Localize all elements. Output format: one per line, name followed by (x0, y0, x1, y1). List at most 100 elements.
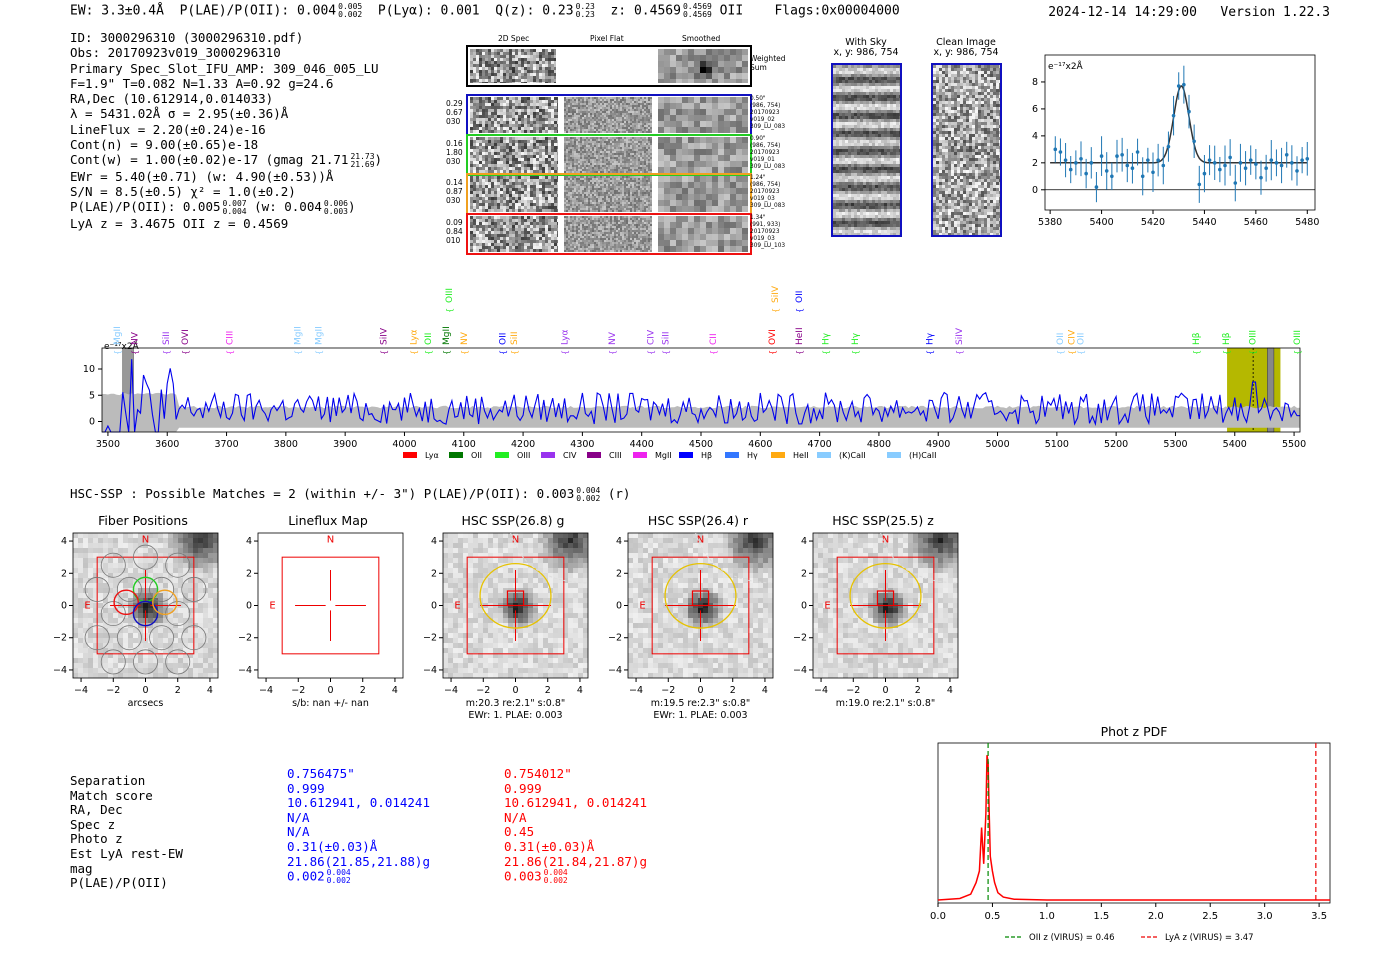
noise-pixel (530, 145, 533, 149)
noise-pixel (610, 208, 612, 210)
noise-pixel (706, 109, 712, 115)
noise-pixel (636, 225, 638, 228)
noise-pixel (527, 160, 530, 164)
noise-pixel (524, 142, 527, 146)
noise-pixel (616, 103, 618, 105)
noise-pixel (622, 168, 624, 171)
noise-pixel (586, 121, 588, 123)
noise-pixel (542, 127, 545, 130)
noise-pixel (497, 142, 500, 146)
noise-pixel (628, 156, 630, 159)
noise-pixel (610, 154, 612, 157)
noise-pixel (608, 198, 610, 200)
noise-pixel (518, 115, 521, 118)
noise-pixel (628, 221, 630, 224)
noise-pixel (584, 150, 586, 153)
noise-pixel (620, 188, 622, 190)
noise-pixel (479, 109, 482, 112)
noise-pixel (509, 148, 512, 152)
noise-pixel (509, 73, 512, 76)
noise-pixel (610, 204, 612, 206)
noise-pixel (542, 151, 545, 155)
noise-pixel (600, 202, 602, 204)
noise-pixel (594, 148, 596, 151)
noise-pixel (566, 196, 568, 198)
noise-pixel (515, 218, 518, 222)
noise-pixel (644, 117, 646, 119)
noise-pixel (594, 144, 596, 147)
noise-pixel (470, 203, 473, 206)
noise-pixel (614, 144, 616, 147)
noise-pixel (646, 188, 648, 190)
noise-pixel (586, 168, 588, 171)
noise-pixel (488, 245, 491, 249)
noise-pixel (518, 67, 521, 70)
noise-pixel (576, 127, 578, 129)
noise-pixel (580, 200, 582, 202)
noise-pixel (545, 139, 548, 143)
noise-pixel (642, 217, 644, 220)
noise-pixel (476, 151, 479, 155)
noise-pixel (539, 139, 542, 143)
noise-pixel (503, 106, 506, 109)
col-pixel-flat: Pixel Flat (590, 34, 624, 43)
noise-pixel (521, 139, 524, 143)
noise-pixel (608, 107, 610, 109)
noise-pixel (473, 169, 476, 173)
noise-pixel (614, 119, 616, 121)
noise-pixel (648, 107, 650, 109)
noise-pixel (600, 152, 602, 155)
noise-pixel (548, 70, 551, 73)
noise-pixel (644, 119, 646, 121)
noise-pixel (608, 208, 610, 210)
noise-pixel (618, 121, 620, 123)
noise-pixel (557, 233, 560, 237)
noise-pixel (650, 176, 652, 178)
noise-pixel (494, 115, 497, 118)
noise-pixel (542, 182, 545, 185)
noise-pixel (491, 245, 494, 249)
noise-pixel (574, 204, 576, 206)
noise-pixel (638, 194, 640, 196)
noise-pixel (604, 111, 606, 113)
noise-pixel (620, 198, 622, 200)
noise-pixel (574, 150, 576, 153)
noise-pixel (592, 109, 594, 111)
noise-pixel (500, 233, 503, 237)
noise-pixel (640, 138, 642, 141)
noise-pixel (503, 112, 506, 115)
noise-pixel (557, 179, 560, 182)
noise-pixel (524, 103, 527, 106)
noise-pixel (590, 152, 592, 155)
noise-pixel (614, 146, 616, 149)
noise-pixel (572, 131, 574, 133)
noise-pixel (524, 206, 527, 209)
noise-pixel (640, 162, 642, 165)
noise-pixel (533, 58, 536, 61)
noise-pixel (488, 100, 491, 103)
noise-pixel (533, 136, 536, 140)
noise-pixel (582, 200, 584, 202)
noise-pixel (564, 121, 566, 123)
noise-pixel (610, 136, 612, 139)
noise-pixel (473, 139, 476, 143)
noise-pixel (706, 73, 712, 79)
noise-pixel (503, 182, 506, 185)
noise-pixel (515, 224, 518, 228)
noise-pixel (718, 206, 724, 212)
noise-pixel (473, 130, 476, 133)
noise-pixel (624, 204, 626, 206)
noise-pixel (614, 192, 616, 194)
noise-pixel (648, 125, 650, 127)
noise-pixel (580, 176, 582, 178)
noise-pixel (626, 144, 628, 147)
noise-pixel (624, 123, 626, 125)
noise-pixel (536, 142, 539, 146)
noise-pixel (566, 217, 568, 220)
noise-pixel (536, 224, 539, 228)
noise-pixel (718, 194, 724, 200)
noise-pixel (634, 107, 636, 109)
noise-pixel (632, 182, 634, 184)
noise-pixel (646, 115, 648, 117)
noise-pixel (646, 194, 648, 196)
